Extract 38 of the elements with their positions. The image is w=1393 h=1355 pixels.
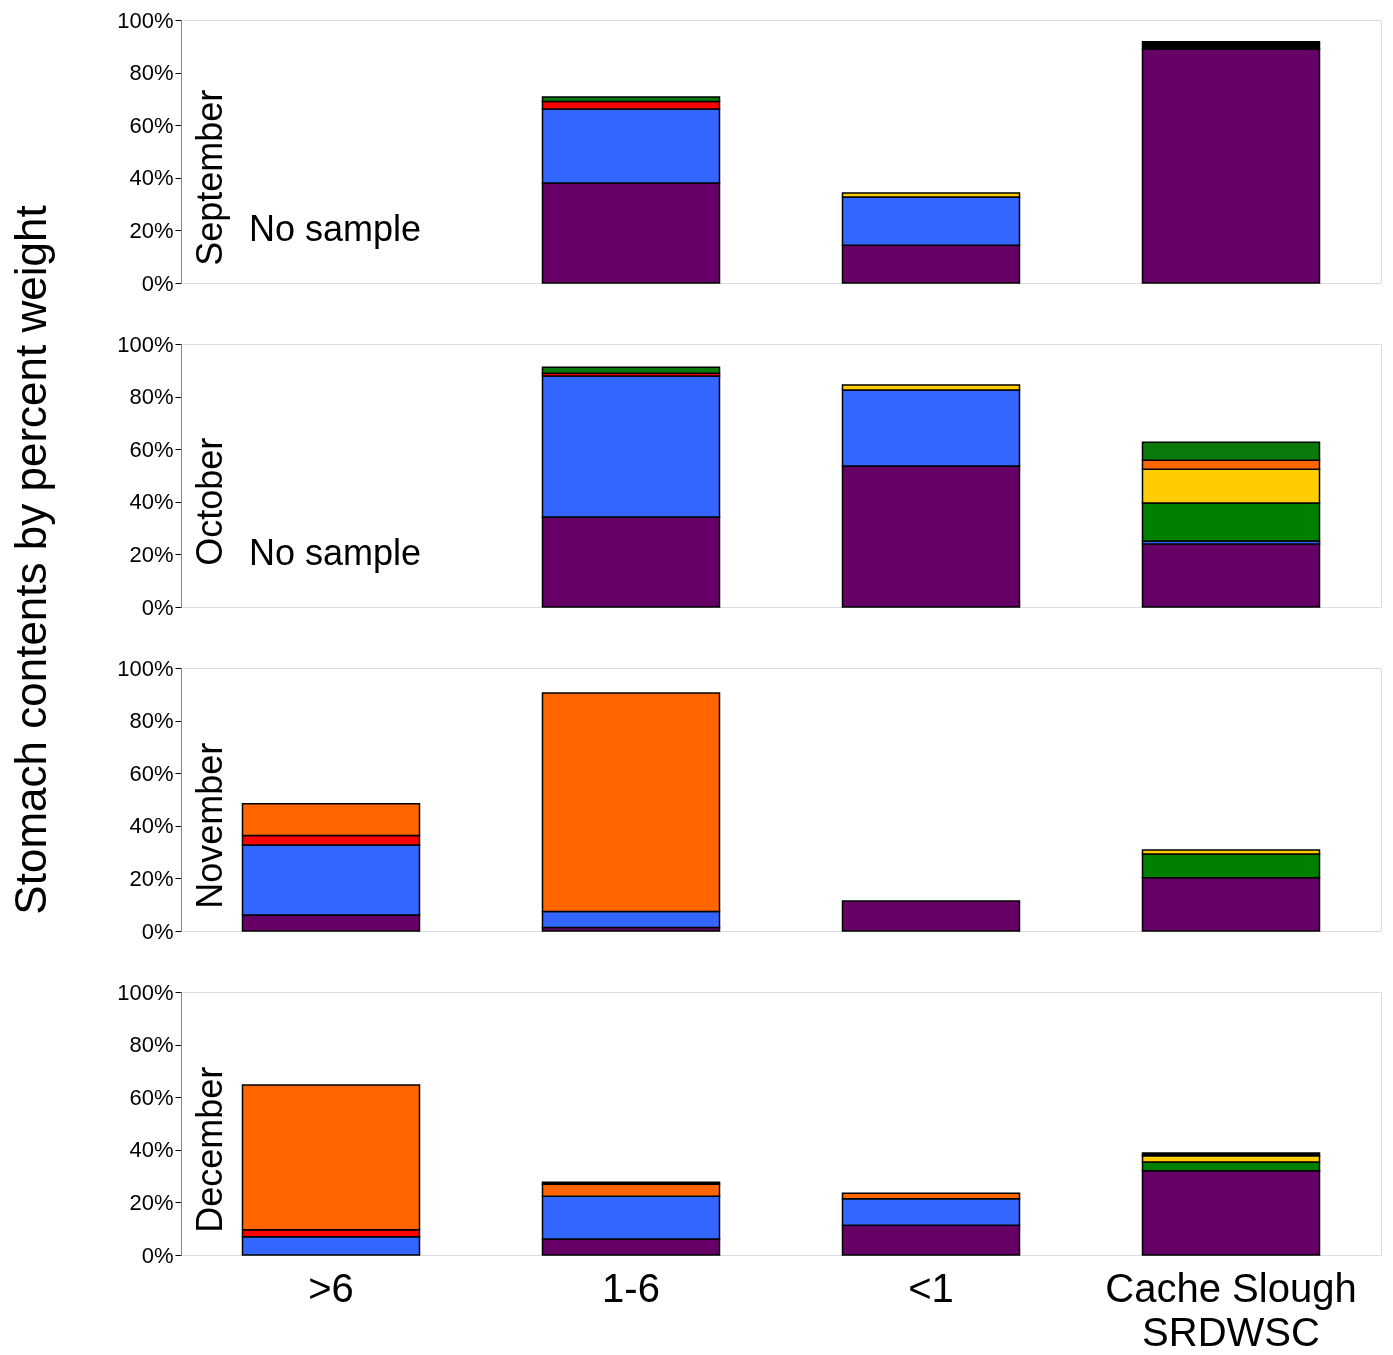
y-tick-label: 100% bbox=[117, 331, 174, 357]
text: October bbox=[189, 437, 230, 566]
y-tick-label: 20% bbox=[129, 865, 174, 891]
x-tick-label: 1-6 bbox=[602, 1265, 660, 1310]
y-tick-label: 0% bbox=[141, 918, 174, 944]
y-tick-label: 80% bbox=[129, 1032, 174, 1058]
y-tick-label: 100% bbox=[117, 979, 174, 1005]
y-tick-label: 40% bbox=[129, 489, 174, 515]
text: December bbox=[189, 1066, 230, 1233]
y-tick-label: 100% bbox=[117, 655, 174, 681]
bar bbox=[1141, 543, 1321, 608]
y-axis-title: Stomach contents by percent weight bbox=[6, 205, 55, 915]
y-tick-label: 80% bbox=[129, 708, 174, 734]
y-tick-label: 80% bbox=[129, 384, 174, 410]
y-tick-label: 40% bbox=[129, 165, 174, 191]
y-tick-label: 20% bbox=[129, 217, 174, 243]
y-tick-label: 0% bbox=[141, 594, 174, 620]
text: November bbox=[189, 742, 230, 909]
y-tick-label: 0% bbox=[141, 270, 174, 296]
y-tick-label: 40% bbox=[129, 1137, 174, 1163]
y-tick-label: 100% bbox=[117, 7, 174, 33]
annotation: No sample bbox=[249, 208, 422, 250]
bar bbox=[541, 366, 721, 374]
y-tick-label: 60% bbox=[129, 1084, 174, 1110]
x-tick-label: Cache Slough SRDWSC bbox=[1105, 1265, 1357, 1354]
y-tick-label: 40% bbox=[129, 813, 174, 839]
y-tick-label: 80% bbox=[129, 60, 174, 86]
text: September bbox=[189, 89, 230, 266]
y-tick-label: 20% bbox=[129, 1189, 174, 1215]
y-tick-label: 60% bbox=[129, 760, 174, 786]
y-tick-label: 60% bbox=[129, 436, 174, 462]
x-tick-label: >6 bbox=[308, 1265, 354, 1310]
y-tick-label: 20% bbox=[129, 541, 174, 567]
bar bbox=[841, 900, 1021, 932]
x-tick-label: <1 bbox=[908, 1265, 954, 1310]
y-tick-label: 0% bbox=[141, 1242, 174, 1268]
annotation: No sample bbox=[249, 532, 422, 574]
y-tick-label: 60% bbox=[129, 112, 174, 138]
